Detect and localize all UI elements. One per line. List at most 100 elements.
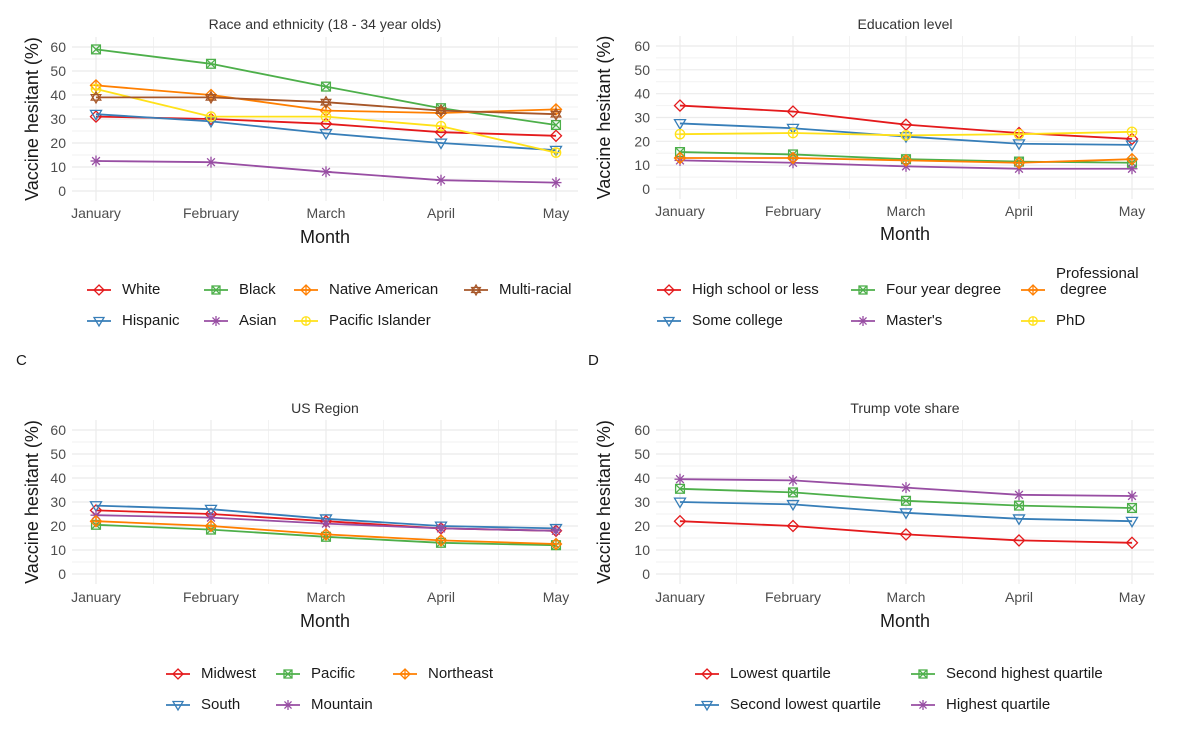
y-tick-label: 10 [634, 157, 650, 173]
legend-item-four-year-degree: Four year degree [850, 282, 1001, 298]
x-tick-label: January [71, 589, 121, 605]
legend-label: Some college [692, 312, 783, 329]
data-point [1012, 156, 1026, 170]
data-point [89, 514, 103, 528]
data-point [787, 474, 799, 486]
y-axis-label: Vaccine hesitant (%) [594, 36, 614, 200]
legend-key-icon [393, 668, 417, 680]
series-line [679, 520, 1133, 544]
chart-title: Race and ethnicity (18 - 34 year olds) [209, 16, 442, 32]
x-tick-label: January [655, 589, 705, 605]
data-point [786, 105, 800, 118]
data-point [899, 527, 913, 541]
legend-key-icon [695, 700, 719, 712]
y-tick-label: 0 [642, 566, 650, 582]
data-point [435, 174, 447, 186]
x-tick-label: March [307, 589, 346, 605]
data-point [434, 125, 448, 139]
data-point [319, 527, 333, 541]
data-point [1125, 140, 1139, 152]
legend-item-pacific-islander: Pacific Islander [293, 313, 431, 329]
data-point [549, 129, 563, 143]
series-professional-degree [673, 151, 1139, 170]
series-pacific-islander [90, 83, 562, 158]
y-tick-label: 40 [50, 470, 66, 486]
legend-label: Four year degree [886, 281, 1002, 298]
data-point [550, 177, 562, 189]
x-tick-label: March [887, 203, 926, 219]
legend-key-icon [851, 316, 875, 326]
y-tick-label: 50 [50, 63, 66, 79]
data-point [673, 514, 687, 528]
legend-label: Midwest [201, 665, 257, 682]
x-tick-label: May [543, 589, 569, 605]
y-tick-label: 50 [50, 446, 66, 462]
data-point [1012, 533, 1026, 547]
y-tick-label: 20 [634, 133, 650, 149]
legend-label: Northeast [428, 665, 494, 682]
data-point [435, 120, 447, 132]
legend-item-some-college: Some college [656, 313, 783, 329]
y-tick-label: 40 [634, 470, 650, 486]
chart-us-region: 0 10 20 30 40 50 60 January February March April Ma… [0, 384, 590, 743]
legend-key-icon [276, 700, 300, 710]
legend-item-northeast: Northeast [392, 666, 493, 682]
data-point [900, 482, 912, 494]
legend-item-second-lowest-quartile: Second lowest quartile [694, 697, 881, 713]
legend-label: White [122, 281, 161, 298]
data-point [90, 90, 102, 105]
legend-label: South [201, 696, 241, 713]
y-tick-label: 10 [634, 542, 650, 558]
data-point [205, 111, 217, 122]
legend-key-icon [1021, 316, 1045, 326]
chart-svg: 0 10 20 30 40 50 60 January February March April Ma… [22, 400, 578, 631]
series-line [96, 96, 557, 116]
x-tick-label: May [543, 205, 569, 221]
data-point [549, 145, 563, 157]
series-northeast [89, 514, 563, 551]
legend-item-multi-racial: Multi-racial [463, 282, 572, 298]
legend-label: High school or less [692, 281, 819, 298]
data-point [786, 151, 800, 165]
legend-label: Pacific [311, 665, 356, 682]
chart-svg: 0 10 20 30 40 50 60 January February March April Ma… [594, 400, 1154, 631]
y-tick-label: 30 [634, 110, 650, 126]
legend: High school or less Four year degree Profe… [590, 266, 1180, 352]
y-tick-label: 60 [634, 38, 650, 54]
x-axis-label: Month [300, 227, 350, 247]
legend-item-phd: PhD [1020, 313, 1085, 329]
data-point [550, 525, 562, 537]
legend: Lowest quartile Second highest quartile Se… [590, 666, 1180, 736]
x-tick-label: April [1005, 589, 1033, 605]
series-highest-quartile [674, 473, 1138, 502]
x-tick-label: February [183, 589, 239, 605]
x-tick-label: May [1119, 589, 1145, 605]
data-point [1125, 516, 1139, 528]
data-point [320, 166, 332, 178]
data-point [550, 147, 562, 158]
y-tick-label: 20 [50, 518, 66, 534]
legend-key-icon [911, 669, 935, 679]
y-axis-label: Vaccine hesitant (%) [22, 37, 42, 201]
data-point [900, 495, 912, 506]
legend-key-icon [657, 284, 681, 296]
legend-label: Multi-racial [499, 281, 572, 298]
series-second-highest-quartile [674, 483, 1138, 514]
data-point [1012, 514, 1026, 526]
legend-key-icon [911, 700, 935, 710]
series-second-lowest-quartile [673, 497, 1139, 528]
y-tick-label: 30 [634, 494, 650, 510]
legend-item-native-american: Native American [293, 282, 438, 298]
legend-label: Black [239, 281, 276, 298]
data-point [319, 514, 333, 526]
y-tick-label: 30 [50, 111, 66, 127]
legend-key-icon [1021, 284, 1045, 296]
data-point [435, 103, 447, 118]
y-tick-label: 10 [50, 159, 66, 175]
legend-key-icon [294, 316, 318, 326]
series-line [95, 113, 557, 152]
y-tick-label: 30 [50, 494, 66, 510]
data-point [1125, 152, 1139, 166]
y-tick-label: 40 [50, 87, 66, 103]
y-tick-label: 0 [642, 181, 650, 197]
